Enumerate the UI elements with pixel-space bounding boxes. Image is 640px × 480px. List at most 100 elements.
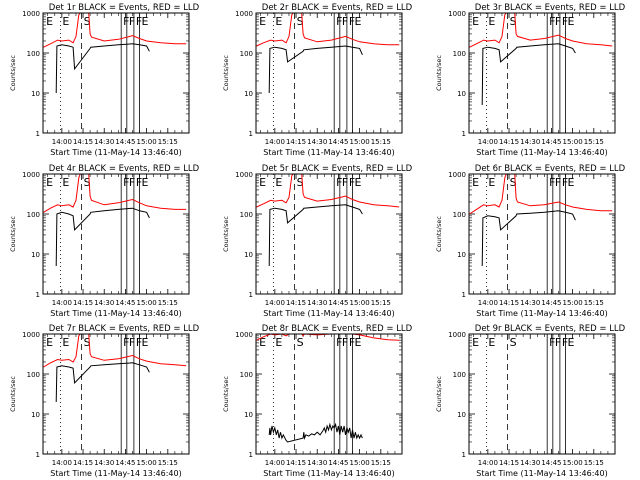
event-marker-label: F [549, 176, 555, 189]
y-tick-label: 10 [31, 90, 40, 98]
event-marker-label: E [488, 15, 495, 28]
event-marker-label: E [275, 176, 282, 189]
y-tick-label: 1 [36, 130, 40, 138]
x-tick-label: 14:15 [286, 459, 306, 467]
x-tick-label: 15:00 [563, 459, 583, 467]
event-marker-label: E [488, 336, 495, 349]
y-tick-label: 1 [462, 291, 466, 299]
panel-title: Det 7r BLACK = Events, RED = LLD [49, 324, 200, 334]
x-tick-label: 14:45 [541, 299, 561, 307]
x-tick-label: 15:00 [137, 459, 157, 467]
y-axis-label: Counts/sec [222, 376, 230, 412]
y-tick-label: 100 [240, 50, 253, 58]
x-tick-label: 15:00 [350, 459, 370, 467]
events-series-line [481, 43, 576, 106]
events-series-line [55, 43, 150, 94]
event-marker-label: E [46, 176, 53, 189]
event-marker-label: S [297, 176, 304, 189]
detector-panel-3: Det 3r BLACK = Events, RED = LLD Counts/s… [435, 3, 626, 157]
x-tick-label: 14:15 [499, 299, 519, 307]
y-tick-label: 1000 [448, 331, 466, 339]
detector-panel-5: Det 5r BLACK = Events, RED = LLD Counts/s… [222, 164, 413, 318]
y-tick-label: 1000 [22, 171, 40, 179]
plot-frame [42, 173, 190, 295]
x-tick-label: 14:30 [520, 459, 540, 467]
detector-panel-8: Det 8r BLACK = Events, RED = LLD Counts/s… [222, 324, 413, 478]
event-marker-label: F [549, 336, 555, 349]
event-marker-label: E [355, 176, 362, 189]
lld-series-line [43, 13, 187, 48]
events-series-line [55, 362, 150, 403]
x-tick-label: 14:45 [115, 138, 135, 146]
lld-series-line [256, 334, 400, 341]
event-marker-label: F [342, 176, 348, 189]
event-marker-label: E [142, 336, 149, 349]
y-axis-label: Counts/sec [222, 55, 230, 91]
x-tick-label: 15:15 [584, 299, 604, 307]
y-tick-label: 1 [462, 130, 466, 138]
event-marker-label: F [562, 176, 568, 189]
event-marker-label: E [488, 176, 495, 189]
x-axis-label: Start Time (11-May-14 13:46:40) [476, 309, 607, 318]
x-tick-label: 15:00 [350, 138, 370, 146]
x-tick-label: 15:15 [371, 459, 391, 467]
x-tick-label: 14:30 [94, 138, 114, 146]
event-marker-label: S [84, 176, 91, 189]
x-tick-label: 14:45 [328, 138, 348, 146]
plot-frame [468, 12, 616, 134]
events-series-line [55, 207, 150, 267]
event-marker-label: E [275, 15, 282, 28]
x-tick-label: 14:30 [307, 299, 327, 307]
event-marker-label: E [62, 176, 69, 189]
event-marker-label: E [142, 176, 149, 189]
x-tick-label: 14:15 [499, 138, 519, 146]
detector-panel-9: Det 9r BLACK = Events, RED = LLD Counts/s… [435, 324, 626, 478]
x-tick-label: 14:15 [499, 459, 519, 467]
x-tick-label: 15:15 [158, 299, 178, 307]
event-marker-label: F [562, 15, 568, 28]
event-marker-label: F [123, 15, 129, 28]
event-marker-label: E [568, 336, 575, 349]
x-tick-label: 15:15 [158, 459, 178, 467]
series-group [469, 13, 613, 106]
event-marker-label: F [129, 336, 135, 349]
event-marker-label: E [62, 15, 69, 28]
x-tick-label: 14:15 [286, 299, 306, 307]
y-tick-label: 10 [31, 251, 40, 259]
event-marker-label: F [336, 15, 342, 28]
event-marker-label: F [549, 15, 555, 28]
event-marker-label: E [62, 336, 69, 349]
event-marker-label: E [275, 336, 282, 349]
event-marker-label: F [123, 176, 129, 189]
event-marker-label: E [472, 176, 479, 189]
y-tick-label: 1000 [235, 10, 253, 18]
y-tick-label: 1 [249, 451, 253, 459]
detector-panel-4: Det 4r BLACK = Events, RED = LLD Counts/s… [9, 164, 200, 318]
y-tick-label: 1000 [448, 10, 466, 18]
event-marker-label: F [336, 336, 342, 349]
x-tick-label: 14:45 [115, 459, 135, 467]
y-tick-label: 100 [240, 211, 253, 219]
x-tick-label: 14:30 [94, 299, 114, 307]
event-marker-label: S [84, 336, 91, 349]
x-tick-label: 14:00 [52, 299, 72, 307]
x-tick-label: 14:30 [520, 138, 540, 146]
lld-series-line [469, 174, 613, 215]
event-marker-label: E [472, 15, 479, 28]
lld-series-line [469, 13, 613, 48]
panel-title: Det 2r BLACK = Events, RED = LLD [262, 3, 413, 13]
y-tick-label: 1000 [22, 10, 40, 18]
y-axis-label: Counts/sec [435, 216, 443, 252]
events-series-line [268, 45, 363, 94]
lld-series-line [256, 174, 400, 208]
y-tick-label: 1 [249, 291, 253, 299]
y-axis-label: Counts/sec [222, 216, 230, 252]
x-tick-label: 14:00 [265, 138, 285, 146]
event-marker-label: F [336, 176, 342, 189]
event-marker-label: S [510, 176, 517, 189]
plot-frame [255, 173, 403, 295]
y-tick-label: 1000 [22, 331, 40, 339]
x-tick-label: 14:45 [541, 459, 561, 467]
y-tick-label: 1 [462, 451, 466, 459]
detector-panel-2: Det 2r BLACK = Events, RED = LLD Counts/s… [222, 3, 413, 157]
